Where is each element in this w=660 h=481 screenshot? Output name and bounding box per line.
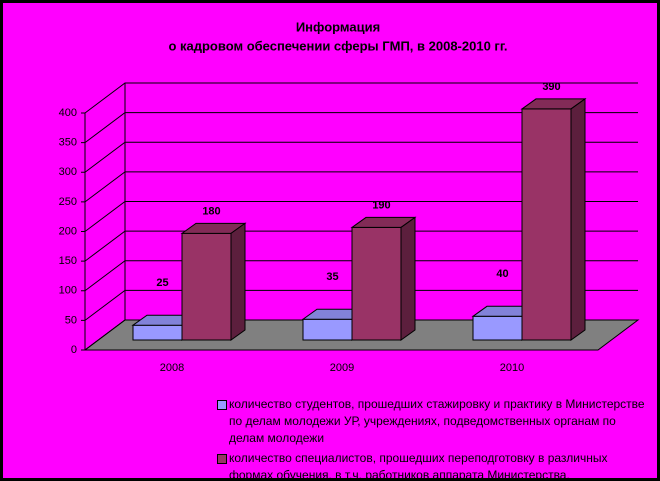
grid-line <box>84 201 638 232</box>
grid-line <box>84 112 638 144</box>
legend: количество студентов, прошедших стажиров… <box>217 396 645 481</box>
bar-side <box>400 216 416 341</box>
legend-label: количество специалистов, прошедших переп… <box>229 451 608 481</box>
x-tick-label: 2009 <box>330 362 354 374</box>
grid-line <box>84 319 638 351</box>
y-tick-label: 350 <box>59 137 77 149</box>
y-tick-label: 200 <box>59 225 77 237</box>
bar-front <box>132 324 183 341</box>
y-tick-label: 250 <box>59 196 77 208</box>
bar <box>180 222 247 341</box>
data-label: 40 <box>496 268 508 280</box>
bar-front <box>181 232 232 341</box>
y-tick-label: 100 <box>59 285 77 297</box>
bar <box>520 97 587 341</box>
legend-item: количество специалистов, прошедших переп… <box>217 450 645 481</box>
grid-line <box>84 82 638 114</box>
data-label: 25 <box>156 277 168 289</box>
bar-side <box>570 97 586 341</box>
y-tick-label: 400 <box>59 107 77 119</box>
bar-front <box>302 318 353 341</box>
bar-front <box>521 108 572 341</box>
grid-line <box>84 260 638 292</box>
bar-front <box>472 315 523 341</box>
grid-line <box>84 141 638 173</box>
data-label: 390 <box>542 81 560 93</box>
legend-label: количество студентов, прошедших стажиров… <box>229 397 645 445</box>
y-tick-label: 150 <box>59 255 77 267</box>
data-label: 180 <box>202 205 220 217</box>
y-tick-label: 50 <box>65 314 77 326</box>
data-label: 190 <box>372 199 390 211</box>
chart-title: Информация <box>296 19 380 34</box>
grid-line <box>84 230 638 262</box>
data-label: 35 <box>326 271 338 283</box>
legend-key <box>217 454 227 464</box>
x-tick-label: 2008 <box>160 362 184 374</box>
legend-key <box>217 400 227 410</box>
bar-side <box>230 222 246 341</box>
chart-subtitle: о кадровом обеспечении сферы ГМП, в 2008… <box>168 38 507 53</box>
bar <box>350 216 417 341</box>
y-tick-label: 300 <box>59 166 77 178</box>
bar-front <box>351 226 402 341</box>
legend-item: количество студентов, прошедших стажиров… <box>217 396 645 447</box>
y-tick-label: 0 <box>71 344 77 356</box>
grid-line <box>84 289 638 321</box>
x-tick-label: 2010 <box>500 362 524 374</box>
grid-line <box>84 171 638 203</box>
